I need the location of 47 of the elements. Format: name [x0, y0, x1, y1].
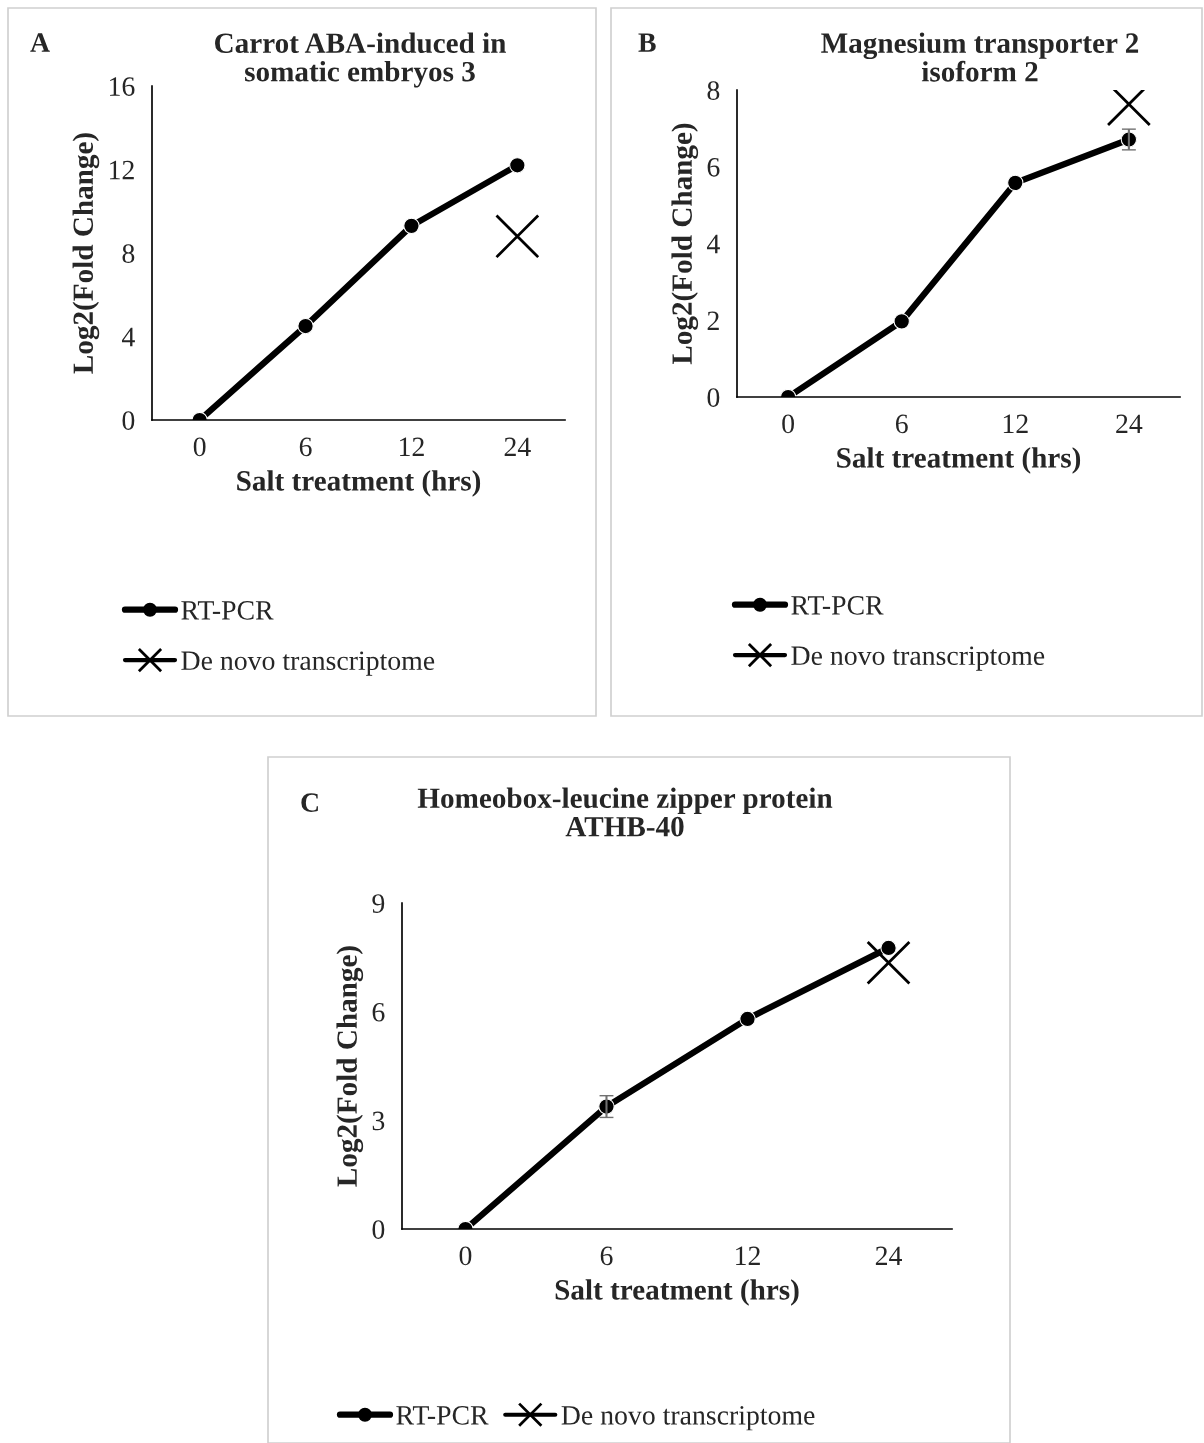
- x-tick-label: 24: [875, 1246, 902, 1265]
- y-tick-label: 6: [372, 1002, 385, 1022]
- x-axis-title: Salt treatment (hrs): [237, 470, 481, 497]
- chart-title: Homeobox-leucine zipper protein ATHB-40: [417, 787, 833, 837]
- y-tick-label: 2: [707, 311, 719, 330]
- legend-label: De novo transcriptome: [791, 646, 1045, 671]
- x-tick-label: 0: [782, 414, 794, 434]
- x-tick-label: 24: [504, 437, 531, 456]
- point: [495, 214, 540, 259]
- text: C: [301, 793, 318, 812]
- x-tick-label: 6: [600, 1246, 613, 1266]
- point: [1007, 174, 1024, 192]
- chart-title: Carrot ABA-induced in somatic embryos 3: [215, 32, 506, 88]
- x-tick-label: 6: [299, 437, 312, 457]
- y-axis-title: Log2(Fold Change): [671, 123, 699, 365]
- y-axis-title: Log2(Fold Change): [72, 133, 100, 374]
- y-tick-label: 12: [110, 160, 134, 180]
- text: B: [638, 33, 656, 52]
- x-tick-label: 6: [895, 414, 908, 434]
- chart-title: Magnesium transporter 2 isoform 2: [821, 32, 1139, 82]
- point: [403, 217, 420, 235]
- x-axis-title: Salt treatment (hrs): [555, 1279, 799, 1306]
- legend-label: De novo transcriptome: [561, 1406, 815, 1431]
- y-tick-label: 4: [706, 234, 720, 254]
- y-tick-label: 0: [707, 388, 720, 407]
- point: [509, 157, 526, 174]
- x-tick-label: 12: [736, 1246, 760, 1265]
- x-tick-label: 0: [459, 1246, 472, 1266]
- x-axis-title: Salt treatment (hrs): [837, 447, 1081, 474]
- y-tick-label: 8: [707, 81, 720, 100]
- x-tick-label: 12: [400, 437, 424, 456]
- y-tick-label: 4: [121, 327, 135, 347]
- y-axis-title: Log2(Fold Change): [336, 946, 364, 1187]
- y-tick-label: 8: [122, 244, 135, 263]
- y-tick-label: 3: [372, 1111, 385, 1131]
- y-tick-label: 0: [372, 1220, 385, 1239]
- x-tick-label: 0: [193, 437, 206, 457]
- legend-label: RT-PCR: [181, 601, 274, 620]
- x-tick-label: 12: [1003, 414, 1028, 433]
- y-tick-label: 9: [372, 894, 385, 913]
- x-tick-label: 24: [1116, 414, 1143, 433]
- y-tick-label: 16: [110, 77, 135, 96]
- legend-label: RT-PCR: [791, 596, 884, 615]
- legend-label: De novo transcriptome: [181, 651, 435, 676]
- y-tick-label: 6: [707, 157, 720, 177]
- text: A: [30, 33, 50, 52]
- legend-label: RT-PCR: [396, 1406, 489, 1425]
